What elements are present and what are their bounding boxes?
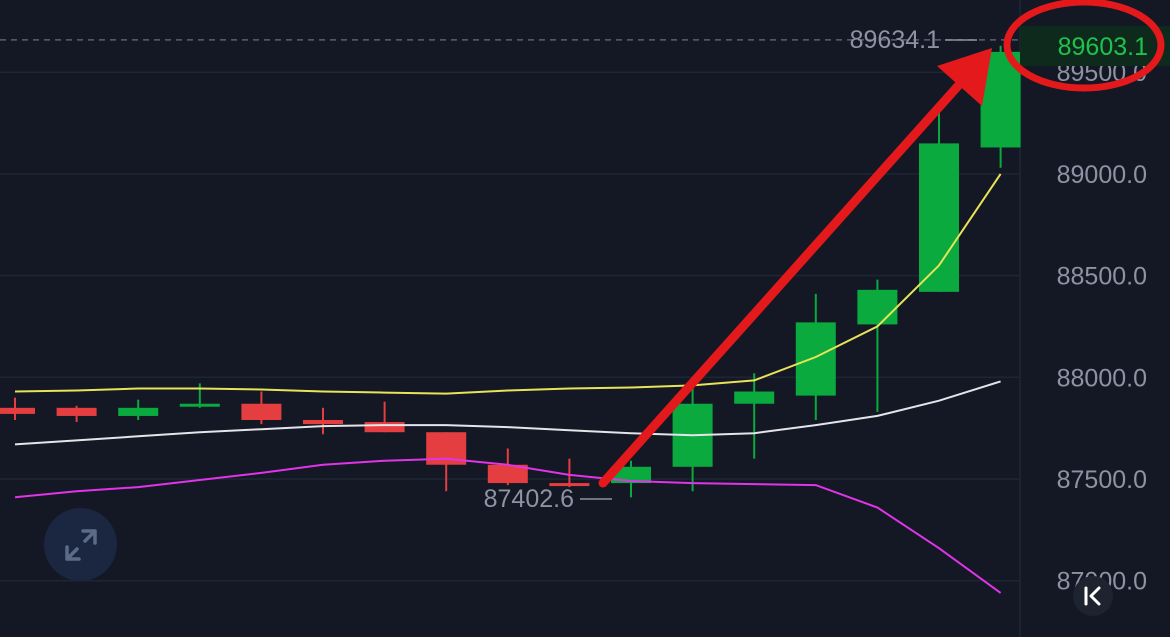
chevron-left-bar-icon	[1084, 586, 1101, 606]
candle-body	[734, 391, 775, 404]
indicator-line	[14, 380, 1001, 446]
price-axis: 87000.087500.088000.088500.089000.089500…	[1020, 26, 1170, 596]
annotation-arrow-shaft	[598, 81, 963, 488]
candle-body	[487, 464, 528, 484]
candle-body	[118, 407, 159, 416]
high-price-label: 89634.1	[850, 26, 940, 54]
candle-body	[549, 483, 590, 487]
expand-icon	[64, 528, 97, 561]
candle-body	[179, 403, 220, 407]
candle-body	[364, 422, 405, 433]
candle-body	[241, 403, 282, 421]
candle-body	[795, 322, 836, 396]
candle-body	[919, 143, 959, 292]
candles-layer	[0, 45, 1021, 498]
indicator-lines	[14, 173, 1002, 594]
hilo-markers: 89634.1 87402.6	[484, 26, 977, 513]
candle-body	[857, 289, 898, 325]
indicator-line	[14, 457, 1002, 594]
current-price-badge	[1020, 26, 1170, 66]
annotation-circle	[1003, 0, 1165, 92]
annotation-arrow-head	[937, 48, 992, 106]
annotation-layer	[598, 0, 1165, 488]
expand-button[interactable]	[44, 508, 117, 581]
candle-body	[303, 420, 343, 425]
candle-body	[611, 466, 651, 484]
low-price-label: 87402.6	[484, 485, 574, 513]
collapse-panel-button[interactable]	[1073, 576, 1113, 616]
candle-body	[56, 407, 97, 416]
y-tick-label: 89000.0	[1057, 161, 1147, 189]
current-price-label: 89603.1	[1058, 33, 1148, 61]
y-tick-label: 88000.0	[1057, 364, 1147, 392]
y-tick-label: 87500.0	[1057, 466, 1147, 494]
indicator-line	[14, 173, 1002, 395]
y-tick-label: 88500.0	[1057, 263, 1147, 291]
candle-body	[0, 407, 35, 414]
